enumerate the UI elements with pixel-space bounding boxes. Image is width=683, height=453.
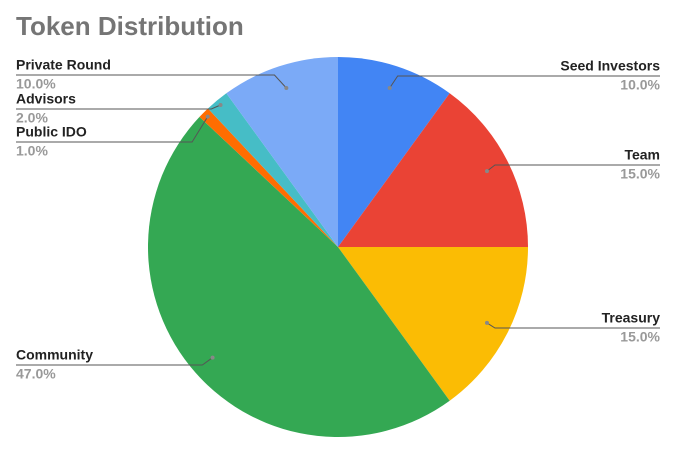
leader-dot [484,320,489,325]
leader-line [486,322,660,329]
slice-label: Treasury [602,310,661,326]
leader-line [16,116,209,143]
slice-label: Public IDO [16,124,87,140]
slice-value-label: 2.0% [16,110,48,126]
leader-line [486,164,660,172]
slice-label: Seed Investors [560,58,660,74]
leader-dot [484,169,489,174]
pie-slice [338,247,529,401]
leader-dot [284,85,289,90]
pie-slice [226,56,338,247]
slice-label: Community [16,347,93,363]
slice-label: Private Round [16,57,111,73]
leader-dot [210,355,215,360]
slice-value-label: 10.0% [16,76,56,92]
slice-value-label: 15.0% [620,166,660,182]
pie-slice [199,108,338,247]
slice-value-label: 10.0% [620,77,660,93]
pie-slice [338,57,450,247]
leader-dot [218,102,223,107]
slice-value-label: 15.0% [620,329,660,345]
slice-value-label: 47.0% [16,366,56,382]
leader-dot [205,114,210,119]
leader-dot [387,85,392,90]
slice-label: Team [624,147,660,163]
slice-value-label: 1.0% [16,143,48,159]
leader-line [16,74,287,89]
leader-line [16,357,213,366]
pie-slice [338,93,528,247]
slice-label: Advisors [16,91,76,107]
pie-slice [147,116,450,438]
pie-slice [207,93,338,247]
leader-line [389,75,660,89]
chart-title: Token Distribution [16,11,244,41]
leader-line [16,104,221,110]
